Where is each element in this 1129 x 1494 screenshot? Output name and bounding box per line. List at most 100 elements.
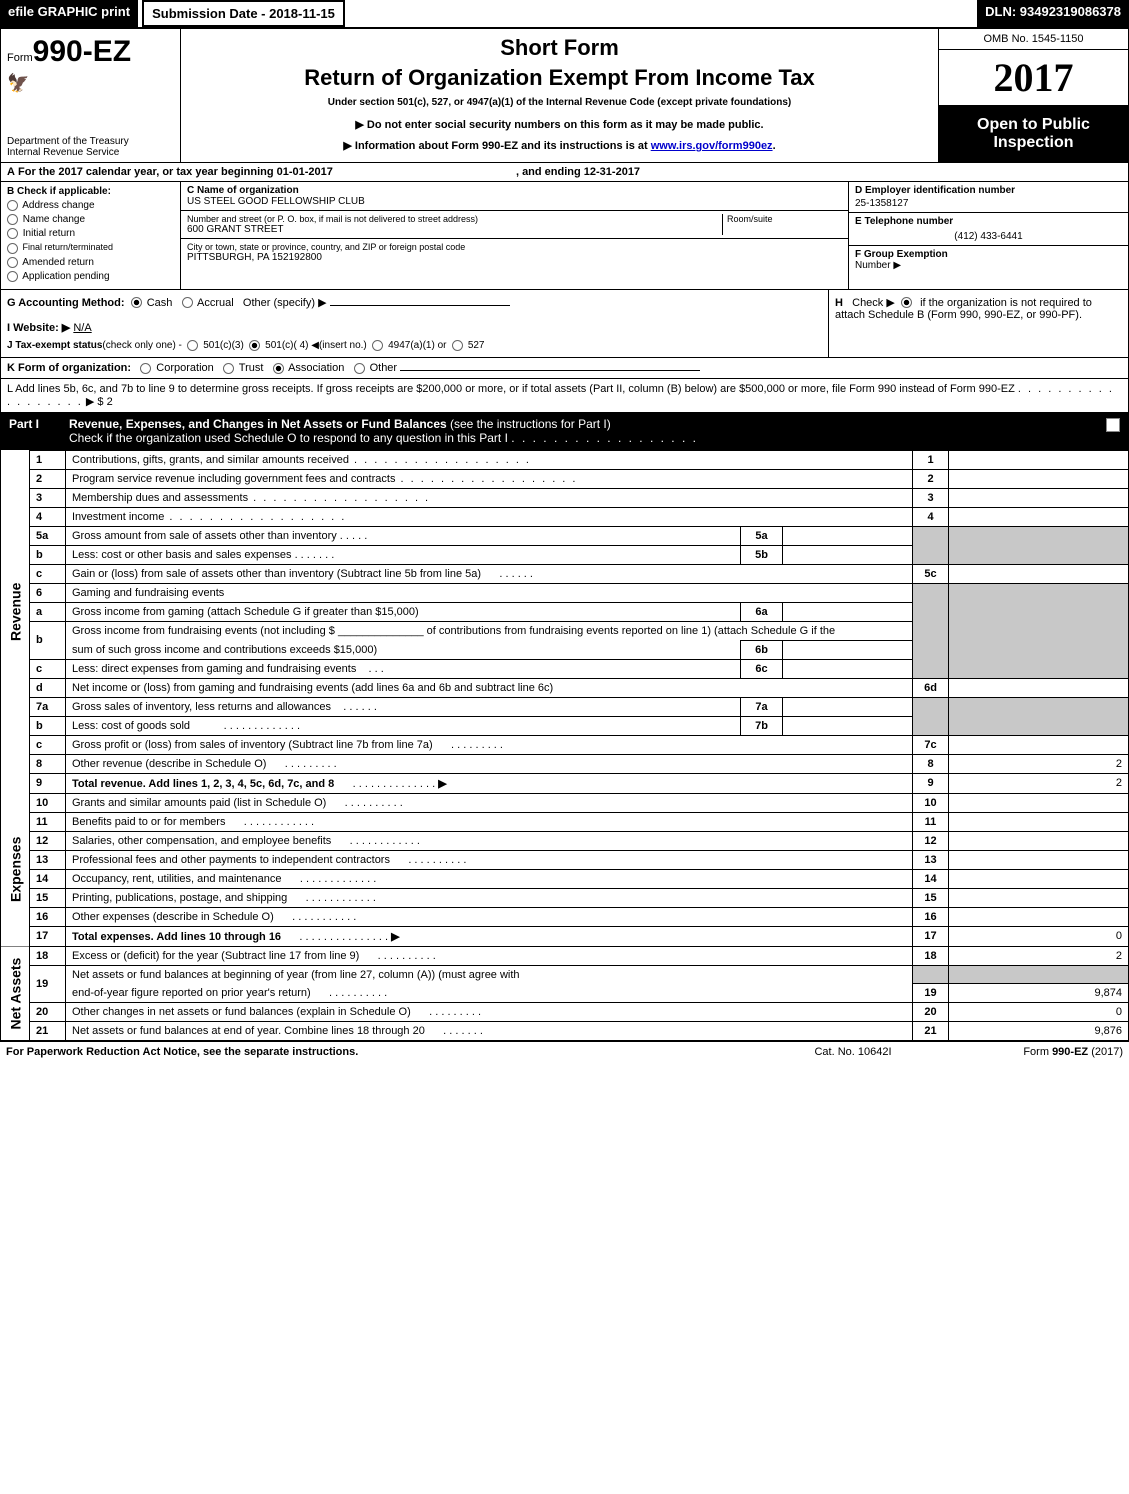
address-row: Number and street (or P. O. box, if mail… [181,211,848,239]
row-5c-desc: Gain or (loss) from sale of assets other… [66,564,913,583]
website-label: I Website: ▶ [7,322,70,334]
shade-5 [913,526,949,564]
footer-left: For Paperwork Reduction Act Notice, see … [6,1046,763,1058]
row-8-amt: 2 [949,754,1129,773]
radio-501c[interactable] [249,340,260,351]
short-form-label: Short Form [191,35,928,61]
radio-accrual[interactable] [182,297,193,308]
org-name-label: C Name of organization [187,185,842,196]
open-public-1: Open to Public [943,116,1124,134]
h-label: H [835,297,843,309]
shade-7-amt [949,697,1129,735]
row-6c-sub: 6c [741,659,783,678]
row-7c-num: c [30,735,66,754]
other-specify-input[interactable] [330,305,510,306]
section-a-end: , and ending 12-31-2017 [516,166,640,178]
radio-trust[interactable] [223,363,234,374]
cash-label: Cash [147,297,173,309]
row-12-desc: Salaries, other compensation, and employ… [66,831,913,850]
part-1-header: Part I Revenue, Expenses, and Changes in… [0,413,1129,450]
ein-value: 25-1358127 [855,198,1122,209]
dln-label: DLN: 93492319086378 [977,0,1129,27]
row-6-num: 6 [30,583,66,602]
shade-6 [913,583,949,678]
row-1-desc: Contributions, gifts, grants, and simila… [66,450,913,469]
row-13-desc: Professional fees and other payments to … [66,850,913,869]
row-2-amt [949,469,1129,488]
tax-exempt-note: (check only one) - [102,340,181,351]
row-14-desc: Occupancy, rent, utilities, and maintena… [66,869,913,888]
top-bar: efile GRAPHIC print Submission Date - 20… [0,0,1129,28]
chk-schedule-b[interactable] [901,297,912,308]
phone-value: (412) 433-6441 [855,231,1122,242]
row-19-ln: 19 [913,984,949,1003]
footer-right: Form 990-EZ (2017) [943,1046,1123,1058]
row-13-ln: 13 [913,850,949,869]
row-11-ln: 11 [913,812,949,831]
row-10-desc: Grants and similar amounts paid (list in… [66,793,913,812]
row-6a-desc: Gross income from gaming (attach Schedul… [66,602,741,621]
org-name-value: US STEEL GOOD FELLOWSHIP CLUB [187,196,842,207]
address-label: Number and street (or P. O. box, if mail… [187,214,722,224]
col-c: C Name of organization US STEEL GOOD FEL… [181,182,848,289]
row-6d-amt [949,678,1129,697]
radio-cash[interactable] [131,297,142,308]
row-18-amt: 2 [949,946,1129,965]
radio-other[interactable] [354,363,365,374]
col-b-header: B Check if applicable: [7,186,174,197]
row-6b-subval [783,640,913,659]
row-6c-subval [783,659,913,678]
row-21-num: 21 [30,1022,66,1041]
row-20-desc: Other changes in net assets or fund bala… [66,1003,913,1022]
chk-application-pending[interactable]: Application pending [7,271,174,282]
section-a-label: A [7,166,15,178]
row-7b-subval [783,716,913,735]
instructions-link[interactable]: www.irs.gov/form990ez [651,140,773,152]
chk-schedule-o[interactable] [1106,418,1120,432]
open-public-2: Inspection [943,134,1124,152]
k-other-input[interactable] [400,370,700,371]
row-20-amt: 0 [949,1003,1129,1022]
row-9-ln: 9 [913,773,949,793]
row-5b-desc: Less: cost or other basis and sales expe… [66,545,741,564]
radio-4947[interactable] [372,340,383,351]
row-21-ln: 21 [913,1022,949,1041]
section-a: A For the 2017 calendar year, or tax yea… [0,163,1129,182]
k-line: K Form of organization: Corporation Trus… [0,358,1129,379]
row-2-ln: 2 [913,469,949,488]
chk-name-change[interactable]: Name change [7,214,174,225]
row-6a-num: a [30,602,66,621]
row-17-ln: 17 [913,926,949,946]
row-13-num: 13 [30,850,66,869]
radio-501c3[interactable] [187,340,198,351]
row-19-num: 19 [30,965,66,1003]
radio-corporation[interactable] [140,363,151,374]
row-7a-desc: Gross sales of inventory, less returns a… [66,697,741,716]
address-value: 600 GRANT STREET [187,224,722,235]
chk-address-change[interactable]: Address change [7,200,174,211]
row-11-amt [949,812,1129,831]
chk-initial-return[interactable]: Initial return [7,228,174,239]
row-6b-desc2: sum of such gross income and contributio… [66,640,741,659]
row-12-ln: 12 [913,831,949,850]
footer-cat-no: Cat. No. 10642I [763,1046,943,1058]
row-4-num: 4 [30,507,66,526]
radio-527[interactable] [452,340,463,351]
row-17-amt: 0 [949,926,1129,946]
row-5b-sub: 5b [741,545,783,564]
tax-exempt-label: J Tax-exempt status [7,340,102,351]
website-value: N/A [73,322,91,334]
chk-amended-return[interactable]: Amended return [7,257,174,268]
form-header: Form990-EZ 🦅 Department of the Treasury … [0,28,1129,163]
row-6b-desc: Gross income from fundraising events (no… [66,621,913,640]
row-7b-sub: 7b [741,716,783,735]
row-16-ln: 16 [913,907,949,926]
row-3-desc: Membership dues and assessments [66,488,913,507]
k-label: K Form of organization: [7,362,131,374]
chk-final-return[interactable]: Final return/terminated [7,242,174,253]
row-3-ln: 3 [913,488,949,507]
row-1-amt [949,450,1129,469]
other-specify-label: Other (specify) ▶ [243,297,327,309]
row-21-amt: 9,876 [949,1022,1129,1041]
radio-association[interactable] [273,363,284,374]
